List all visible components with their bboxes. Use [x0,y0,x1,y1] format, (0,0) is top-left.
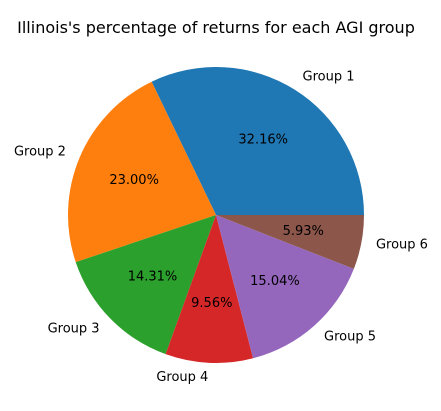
slice-category-label: Group 4 [156,370,208,385]
slice-category-label: Group 2 [14,144,66,159]
slice-percent-label: 9.56% [191,296,232,311]
slice-category-label: Group 3 [48,321,100,336]
pie-slices [67,67,364,364]
slice-category-label: Group 1 [303,70,355,85]
slice-percent-label: 15.04% [250,274,300,289]
slice-percent-label: 23.00% [109,173,159,188]
slice-percent-label: 14.31% [128,270,178,285]
pie-slice-6 [216,215,364,269]
slice-percent-label: 5.93% [283,224,324,239]
chart-title: Illinois's percentage of returns for eac… [17,18,415,37]
pie-slice-5 [216,215,354,359]
pie-slice-1 [151,67,364,215]
pie-slice-4 [165,215,254,364]
slice-category-label: Group 5 [324,329,376,344]
slice-percent-label: 32.16% [238,132,288,147]
pie-slice-2 [67,81,216,263]
slice-category-label: Group 6 [376,238,428,253]
pie-slice-3 [75,215,217,355]
pie-labels: Group 1 32.16% Group 2 23.00% Group 3 14.31% G… [14,70,428,386]
